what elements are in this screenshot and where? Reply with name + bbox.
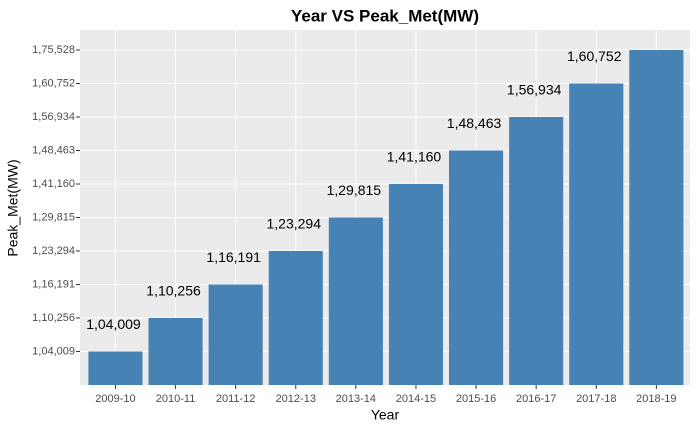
y-axis-title: Peak_Met(MW) bbox=[5, 159, 21, 256]
bar bbox=[208, 284, 263, 385]
bar bbox=[449, 150, 504, 385]
data-label: 1,04,009 bbox=[86, 316, 141, 332]
y-tick-label: 1,60,752 bbox=[32, 77, 75, 89]
data-label: 1,29,815 bbox=[327, 182, 382, 198]
x-axis-title: Year bbox=[371, 407, 400, 423]
x-tick-label: 2015-16 bbox=[456, 393, 496, 405]
x-tick-label: 2014-15 bbox=[396, 393, 436, 405]
bar bbox=[328, 217, 383, 385]
bar bbox=[88, 351, 143, 385]
y-tick-label: 1,16,191 bbox=[32, 278, 75, 290]
data-label: 1,60,752 bbox=[567, 48, 622, 64]
bar bbox=[148, 318, 203, 385]
data-label: 1,56,934 bbox=[507, 82, 562, 98]
data-label: 1,16,191 bbox=[206, 249, 261, 265]
x-tick-label: 2017-18 bbox=[576, 393, 616, 405]
chart-title: Year VS Peak_Met(MW) bbox=[291, 6, 479, 25]
y-tick-label: 1,29,815 bbox=[32, 211, 75, 223]
bar bbox=[629, 50, 684, 385]
data-label: 1,48,463 bbox=[447, 115, 502, 131]
y-tick-label: 1,23,294 bbox=[32, 245, 75, 257]
x-tick-label: 2013-14 bbox=[336, 393, 376, 405]
y-tick-label: 1,56,934 bbox=[32, 111, 75, 123]
y-tick-label: 1,48,463 bbox=[32, 144, 75, 156]
y-tick-label: 1,10,256 bbox=[32, 312, 75, 324]
y-tick-label: 1,75,528 bbox=[32, 44, 75, 56]
x-tick-label: 2010-11 bbox=[156, 393, 196, 405]
bar bbox=[569, 83, 624, 385]
data-label: 1,10,256 bbox=[146, 283, 201, 299]
x-tick-label: 2016-17 bbox=[516, 393, 556, 405]
y-tick-label: 1,04,009 bbox=[32, 345, 75, 357]
bar bbox=[509, 117, 564, 385]
x-tick-label: 2018-19 bbox=[636, 393, 676, 405]
data-label: 1,41,160 bbox=[387, 149, 442, 165]
bar bbox=[388, 184, 444, 385]
data-label: 1,23,294 bbox=[267, 216, 322, 232]
bar bbox=[268, 251, 323, 385]
x-tick-label: 2009-10 bbox=[95, 393, 135, 405]
y-tick-label: 1,41,160 bbox=[32, 178, 75, 190]
x-tick-label: 2012-13 bbox=[276, 393, 316, 405]
x-tick-label: 2011-12 bbox=[216, 393, 256, 405]
